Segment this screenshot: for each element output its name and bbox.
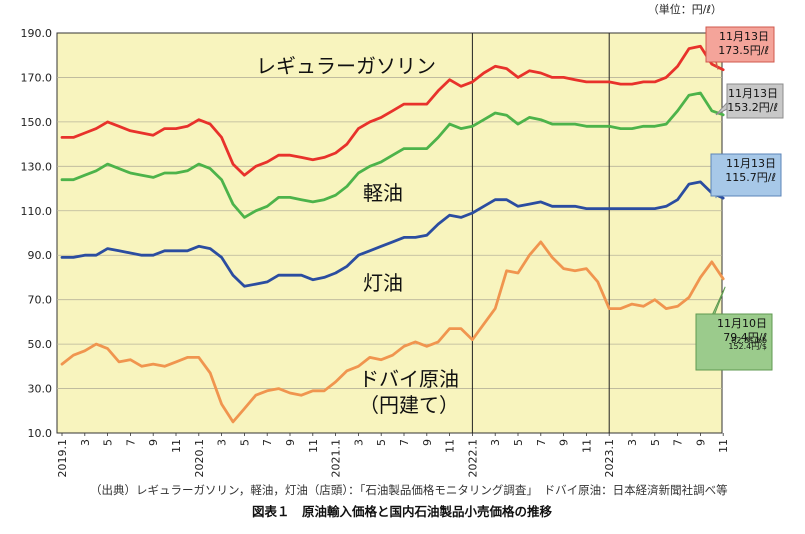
- y-axis-ticks: 10.0 30.0 50.0 70.0 90.0 110.0 130.0 150.0 170.0…: [21, 27, 53, 440]
- x-tick-label: 5: [375, 439, 388, 446]
- value-callouts: 11月13日173.5円/ℓ11月13日153.2円/ℓ11月13日115.7円…: [695, 26, 784, 371]
- x-tick-label: 9: [284, 439, 297, 446]
- x-tick-label: 7: [672, 439, 685, 446]
- source-note: （出典）レギュラーガソリン，軽油，灯油（店頭）：「石油製品価格モニタリング調査」…: [90, 483, 728, 497]
- unit-label: （単位：円/ℓ）: [648, 2, 722, 16]
- x-tick-label: 2022.1: [466, 439, 479, 478]
- x-tick-label: 2019.1: [56, 439, 69, 478]
- x-tick-label: 3: [489, 439, 502, 446]
- series-label: レギュラーガソリン: [256, 54, 436, 78]
- x-tick-label: 9: [147, 439, 160, 446]
- series-lines: [60, 44, 725, 424]
- callout-text: 11月10日: [717, 317, 767, 330]
- x-tick-label: 5: [102, 439, 115, 446]
- x-tick-label: 2020.1: [193, 439, 206, 478]
- x-tick-label: 9: [421, 439, 434, 446]
- y-tick-label: 30.0: [28, 383, 53, 396]
- callout-text: 115.7円/ℓ: [725, 171, 776, 184]
- x-tick-label: 7: [124, 439, 137, 446]
- y-tick-label: 90.0: [28, 249, 53, 262]
- y-tick-label: 110.0: [21, 205, 53, 218]
- series-label: 灯油: [363, 271, 403, 295]
- x-tick-label: 7: [261, 439, 274, 446]
- x-tick-label: 11: [170, 439, 183, 453]
- y-tick-label: 70.0: [28, 294, 53, 307]
- y-tick-label: 130.0: [21, 160, 53, 173]
- x-tick-label: 3: [626, 439, 639, 446]
- series-label: 軽油: [363, 181, 403, 205]
- series-line-crude: [60, 240, 725, 424]
- chart-caption: 図表１ 原油輸入価格と国内石油製品小売価格の推移: [252, 504, 553, 519]
- series-label: ドバイ原油: [359, 367, 459, 391]
- year-dividers: [471, 33, 610, 433]
- series-line-diesel: [60, 91, 725, 219]
- x-tick-label: 9: [694, 439, 707, 446]
- callout-box: [726, 83, 784, 119]
- callout-box: [705, 26, 775, 63]
- x-tick-label: 5: [238, 439, 251, 446]
- gridlines: [57, 77, 722, 389]
- x-tick-label: 2023.1: [603, 439, 616, 478]
- x-tick-label: 9: [558, 439, 571, 446]
- x-tick-label: 3: [352, 439, 365, 446]
- callout-box: [695, 313, 773, 371]
- callout-text: 173.5円/ℓ: [718, 44, 769, 57]
- callout-box: [710, 153, 782, 197]
- callout-text: 153.2円/ℓ: [727, 101, 778, 114]
- x-tick-label: 3: [216, 439, 229, 446]
- x-tick-label: 3: [79, 439, 92, 446]
- x-tick-label: 5: [512, 439, 525, 446]
- y-tick-label: 50.0: [28, 338, 53, 351]
- x-tick-label: 11: [307, 439, 320, 453]
- x-tick-label: 7: [535, 439, 548, 446]
- callout-text: 11月13日: [726, 157, 776, 170]
- x-tick-label: 5: [649, 439, 662, 446]
- x-axis-ticks: 2019.1 3 5 7 9 11 2020.1 3 5 7 9 11 2021.1 3 5 7 9 11 2022…: [56, 433, 730, 478]
- series-line-gasoline: [60, 44, 725, 177]
- callout-text: 11月13日: [728, 87, 778, 100]
- x-tick-label: 7: [398, 439, 411, 446]
- y-tick-label: 10.0: [28, 427, 53, 440]
- series-line-kerosene: [60, 180, 725, 288]
- callout-text: 79.4円/ℓ: [723, 331, 767, 344]
- x-tick-label: 11: [717, 439, 730, 453]
- x-tick-label: 11: [580, 439, 593, 453]
- callout-text: 152.4円/$: [728, 342, 767, 351]
- callout-text: 82.8$/bb: [731, 336, 767, 345]
- callout-text: 11月13日: [719, 30, 769, 43]
- y-tick-label: 150.0: [21, 116, 53, 129]
- series-label: （円建て）: [359, 393, 459, 417]
- x-tick-label: 11: [444, 439, 457, 453]
- y-tick-label: 170.0: [21, 71, 53, 84]
- x-tick-label: 2021.1: [330, 439, 343, 478]
- y-tick-label: 190.0: [21, 27, 53, 40]
